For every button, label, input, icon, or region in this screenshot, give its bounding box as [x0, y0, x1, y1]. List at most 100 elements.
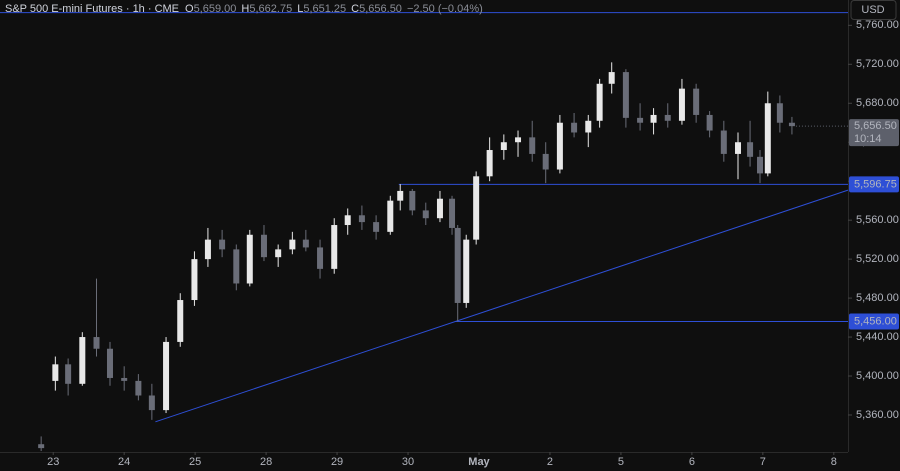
candle-body — [93, 337, 100, 349]
y-tick-label: 5,480.00 — [856, 292, 899, 304]
candle-body — [585, 120, 592, 133]
candle-body — [454, 227, 461, 303]
candle-body — [449, 198, 456, 228]
candle-body — [422, 210, 429, 219]
level-price-box — [849, 313, 899, 330]
h-value: 5,662.75 — [249, 3, 292, 15]
x-tick-label: 30 — [402, 456, 414, 468]
candle-body — [735, 142, 742, 154]
y-tick-label: 5,760.00 — [856, 19, 899, 31]
x-tick-label: 8 — [831, 456, 837, 468]
candle-body — [289, 239, 296, 250]
candle-body — [148, 395, 155, 411]
x-tick-label: 7 — [760, 456, 766, 468]
candle-body — [177, 300, 184, 342]
candle-body — [486, 150, 493, 177]
candle-body — [317, 247, 324, 269]
candle-body — [720, 130, 727, 154]
candle-body — [693, 88, 700, 115]
candle-body — [397, 190, 404, 201]
candle-body — [571, 122, 578, 133]
candle-body — [678, 88, 685, 121]
candle-body — [373, 222, 380, 232]
candle-body — [764, 103, 771, 174]
symbol: S&P 500 E-mini Futures · 1h · CME — [5, 3, 179, 15]
currency-button[interactable] — [850, 0, 897, 20]
change: −2.50 (−0.04%) — [407, 3, 483, 15]
y-tick-label: 5,440.00 — [856, 331, 899, 343]
candle-body — [260, 234, 267, 258]
x-tick-label: 24 — [118, 456, 130, 468]
candle-body — [387, 200, 394, 232]
x-tick-label: May — [468, 456, 490, 468]
candle-body — [637, 117, 644, 123]
o-value: 5,659.00 — [194, 3, 237, 15]
x-tick-label: 6 — [689, 456, 695, 468]
countdown: 10:14 — [854, 133, 882, 145]
candle-body — [596, 83, 603, 121]
candle-body — [331, 225, 338, 269]
candle-body — [358, 215, 365, 223]
candle-body — [106, 348, 113, 378]
candle-body — [776, 103, 783, 123]
c-value: 5,656.50 — [359, 3, 402, 15]
c-label: C — [351, 3, 359, 15]
x-tick-label: 25 — [189, 456, 201, 468]
currency[interactable]: USD — [861, 4, 884, 16]
candle-body — [463, 239, 470, 303]
x-tick-label: 29 — [331, 456, 343, 468]
candle-body — [52, 364, 59, 381]
level-price-label: 5,596.75 — [854, 178, 897, 190]
candle-body — [473, 176, 480, 240]
candle-body — [204, 239, 211, 260]
candle-body — [664, 114, 671, 121]
y-tick-label: 5,560.00 — [856, 214, 899, 226]
candle-body — [706, 114, 713, 131]
trendline — [155, 189, 849, 423]
candle-body — [65, 364, 72, 384]
candle-body — [608, 72, 615, 84]
level-price-box — [849, 176, 899, 193]
candle-body — [163, 341, 170, 411]
candle-body — [529, 137, 536, 154]
candle-body — [515, 137, 522, 143]
candle-body — [542, 153, 549, 170]
candle-body — [409, 190, 416, 211]
last-price-label: 5,656.50 — [854, 120, 897, 132]
l-value: 5,651.25 — [303, 3, 346, 15]
l-label: L — [297, 3, 303, 15]
x-tick-label: 2 — [547, 456, 553, 468]
candle-body — [650, 114, 657, 123]
y-tick-label: 5,360.00 — [856, 409, 899, 421]
candle-body — [622, 72, 629, 118]
candle-body — [275, 249, 282, 258]
candle-body — [747, 142, 754, 157]
h-label: H — [241, 3, 249, 15]
candle-body — [233, 249, 240, 284]
candle-body — [436, 198, 443, 219]
candle-body — [219, 239, 226, 250]
candle-body — [757, 156, 764, 174]
candle-body — [79, 337, 86, 384]
header: S&P 500 E-mini Futures · 1h · CME O5,659.… — [5, 3, 483, 15]
level-price-label: 5,456.00 — [854, 315, 897, 327]
y-tick-label: 5,680.00 — [856, 97, 899, 109]
candle-body — [121, 377, 128, 381]
y-tick-label: 5,720.00 — [856, 58, 899, 70]
candle-body — [788, 122, 795, 127]
x-tick-label: 28 — [260, 456, 272, 468]
candle-body — [556, 122, 563, 170]
candle-body — [135, 380, 142, 396]
candle-body — [38, 444, 45, 449]
candle-body — [191, 259, 198, 301]
x-tick-label: 5 — [618, 456, 624, 468]
o-label: O — [185, 3, 194, 15]
x-tick-label: 23 — [47, 456, 59, 468]
y-tick-label: 5,400.00 — [856, 370, 899, 382]
last-price-box — [849, 119, 899, 147]
candle-body — [500, 142, 507, 151]
y-tick-label: 5,520.00 — [856, 253, 899, 265]
